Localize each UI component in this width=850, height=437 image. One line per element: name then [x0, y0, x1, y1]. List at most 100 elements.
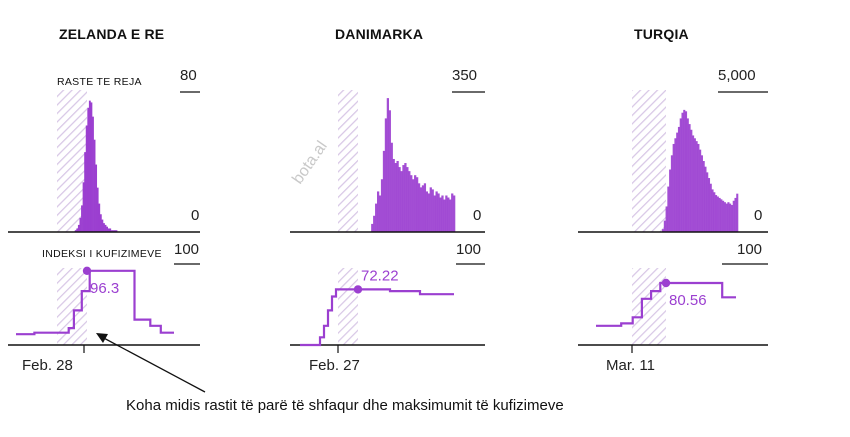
title-new-zealand: ZELANDA E RE	[59, 26, 165, 42]
nz-cases-bar	[103, 223, 105, 233]
nz-cases-bar	[82, 182, 85, 232]
dk-cases-bar	[380, 179, 384, 232]
tr-cases-bar	[716, 196, 719, 232]
nz-cases-bar	[96, 187, 99, 233]
tr-cases-hatch	[632, 90, 666, 232]
tr-cases-bar	[662, 229, 665, 232]
nz-cases-bar	[110, 230, 113, 232]
tr-cases-bar	[683, 109, 686, 232]
tr-cases-bar	[686, 118, 689, 232]
tr-cases-bar	[734, 197, 737, 232]
dk-cases-bar	[406, 167, 409, 232]
dk-cases-bar	[439, 197, 442, 232]
watermark: bota.al	[289, 138, 330, 187]
tr-cases-bar	[688, 124, 691, 232]
tr-cases-bar	[711, 189, 714, 232]
dk-cases-bar	[431, 189, 434, 232]
dk-cases-bar	[447, 197, 450, 232]
dk-cases-bar	[396, 161, 399, 232]
dk-cases-bar	[441, 195, 444, 232]
title-turkey: TURQIA	[634, 26, 689, 42]
nz-cases-zero-tick: 0	[191, 207, 200, 224]
dk-cases-bar	[451, 193, 454, 232]
dk-cases-bar	[388, 110, 391, 232]
tr-cases-bar	[681, 112, 684, 232]
dk-cases-bar	[378, 195, 382, 232]
tr-cases-bar	[732, 200, 735, 232]
tr-cases-bar	[700, 155, 703, 232]
dk-index-top-tick: 100	[456, 241, 482, 258]
tr-index-max-label: 80.56	[669, 292, 707, 309]
tr-cases-bar	[707, 178, 711, 232]
dk-cases-bar	[453, 195, 456, 232]
dk-cases-bar	[435, 191, 438, 232]
dk-cases-bar	[386, 98, 389, 232]
dk-cases-bar	[449, 199, 452, 232]
tr-cases-bar	[709, 183, 712, 232]
nz-cases-bar	[87, 107, 90, 232]
cases-panel-label: RASTE TE REJA	[57, 76, 142, 88]
tr-cases-bar	[713, 192, 716, 232]
dk-cases-bar	[433, 195, 436, 232]
nz-index-top-tick: 100	[174, 241, 200, 258]
nz-cases-bar	[74, 230, 77, 232]
dk-cases-bar	[371, 223, 374, 232]
tr-cases-bar	[723, 202, 726, 232]
tr-cases-bar	[674, 138, 677, 232]
nz-cases-bar	[93, 139, 96, 232]
dk-cases-bar	[429, 187, 432, 232]
nz-cases-bar	[113, 230, 116, 232]
tr-cases-bar	[736, 193, 739, 232]
tr-cases-bar	[690, 129, 693, 232]
nz-cases-bar	[99, 214, 102, 232]
dk-cases-bar	[382, 150, 386, 232]
nz-cases-bar	[81, 205, 83, 233]
dk-cases-bar	[398, 167, 401, 232]
nz-cases-bar	[107, 228, 110, 232]
nz-cases-bar	[112, 230, 115, 232]
dk-cases-bar	[443, 199, 446, 232]
tr-cases-bar	[670, 155, 673, 232]
annotation-arrow	[96, 333, 206, 393]
tr-cases-bar	[720, 199, 723, 232]
tr-cases-bar	[730, 205, 733, 232]
nz-cases-bar	[84, 152, 87, 233]
dk-date-label: Feb. 27	[309, 357, 360, 374]
tr-cases-bar	[715, 195, 718, 232]
tr-cases-bar	[722, 200, 725, 232]
tr-cases-bar	[697, 143, 700, 232]
tr-cases-bar	[676, 132, 679, 232]
nz-index-max-marker	[82, 266, 92, 275]
tr-cases-bar	[693, 138, 696, 232]
dk-cases-bar	[404, 163, 407, 232]
dk-cases-bar	[423, 183, 427, 232]
dk-cases-bar	[445, 195, 448, 232]
dk-cases-bar	[394, 163, 397, 232]
dk-cases-bar	[373, 215, 376, 232]
tr-cases-bar	[672, 143, 675, 232]
dk-cases-bar	[392, 158, 395, 232]
nz-cases-bar	[104, 224, 107, 232]
nz-cases-bar	[79, 217, 82, 232]
tr-cases-bar	[727, 202, 730, 232]
nz-cases-bar	[88, 100, 91, 233]
dk-cases-bar	[412, 179, 415, 232]
dk-cases-hatch	[338, 90, 358, 232]
tr-cases-bar	[669, 169, 672, 232]
dk-cases-bar	[437, 193, 440, 232]
tr-cases-bar	[729, 203, 732, 232]
tr-cases-bar	[679, 118, 682, 232]
tr-cases-bar	[702, 161, 705, 232]
tr-cases-bar	[704, 166, 707, 232]
tr-cases-bar	[685, 111, 688, 232]
nz-cases-bar	[115, 230, 118, 232]
dk-cases-bar	[377, 191, 380, 232]
dk-cases-top-tick: 350	[452, 67, 478, 84]
tr-cases-bar	[718, 197, 721, 232]
dk-index-max-label: 72.22	[361, 267, 399, 284]
nz-index-max-label: 96.3	[90, 280, 119, 297]
nz-cases-top-tick: 80	[180, 67, 197, 84]
tr-cases-bar	[706, 172, 709, 232]
nz-cases-bar	[90, 102, 93, 233]
tr-cases-bar	[665, 206, 668, 232]
